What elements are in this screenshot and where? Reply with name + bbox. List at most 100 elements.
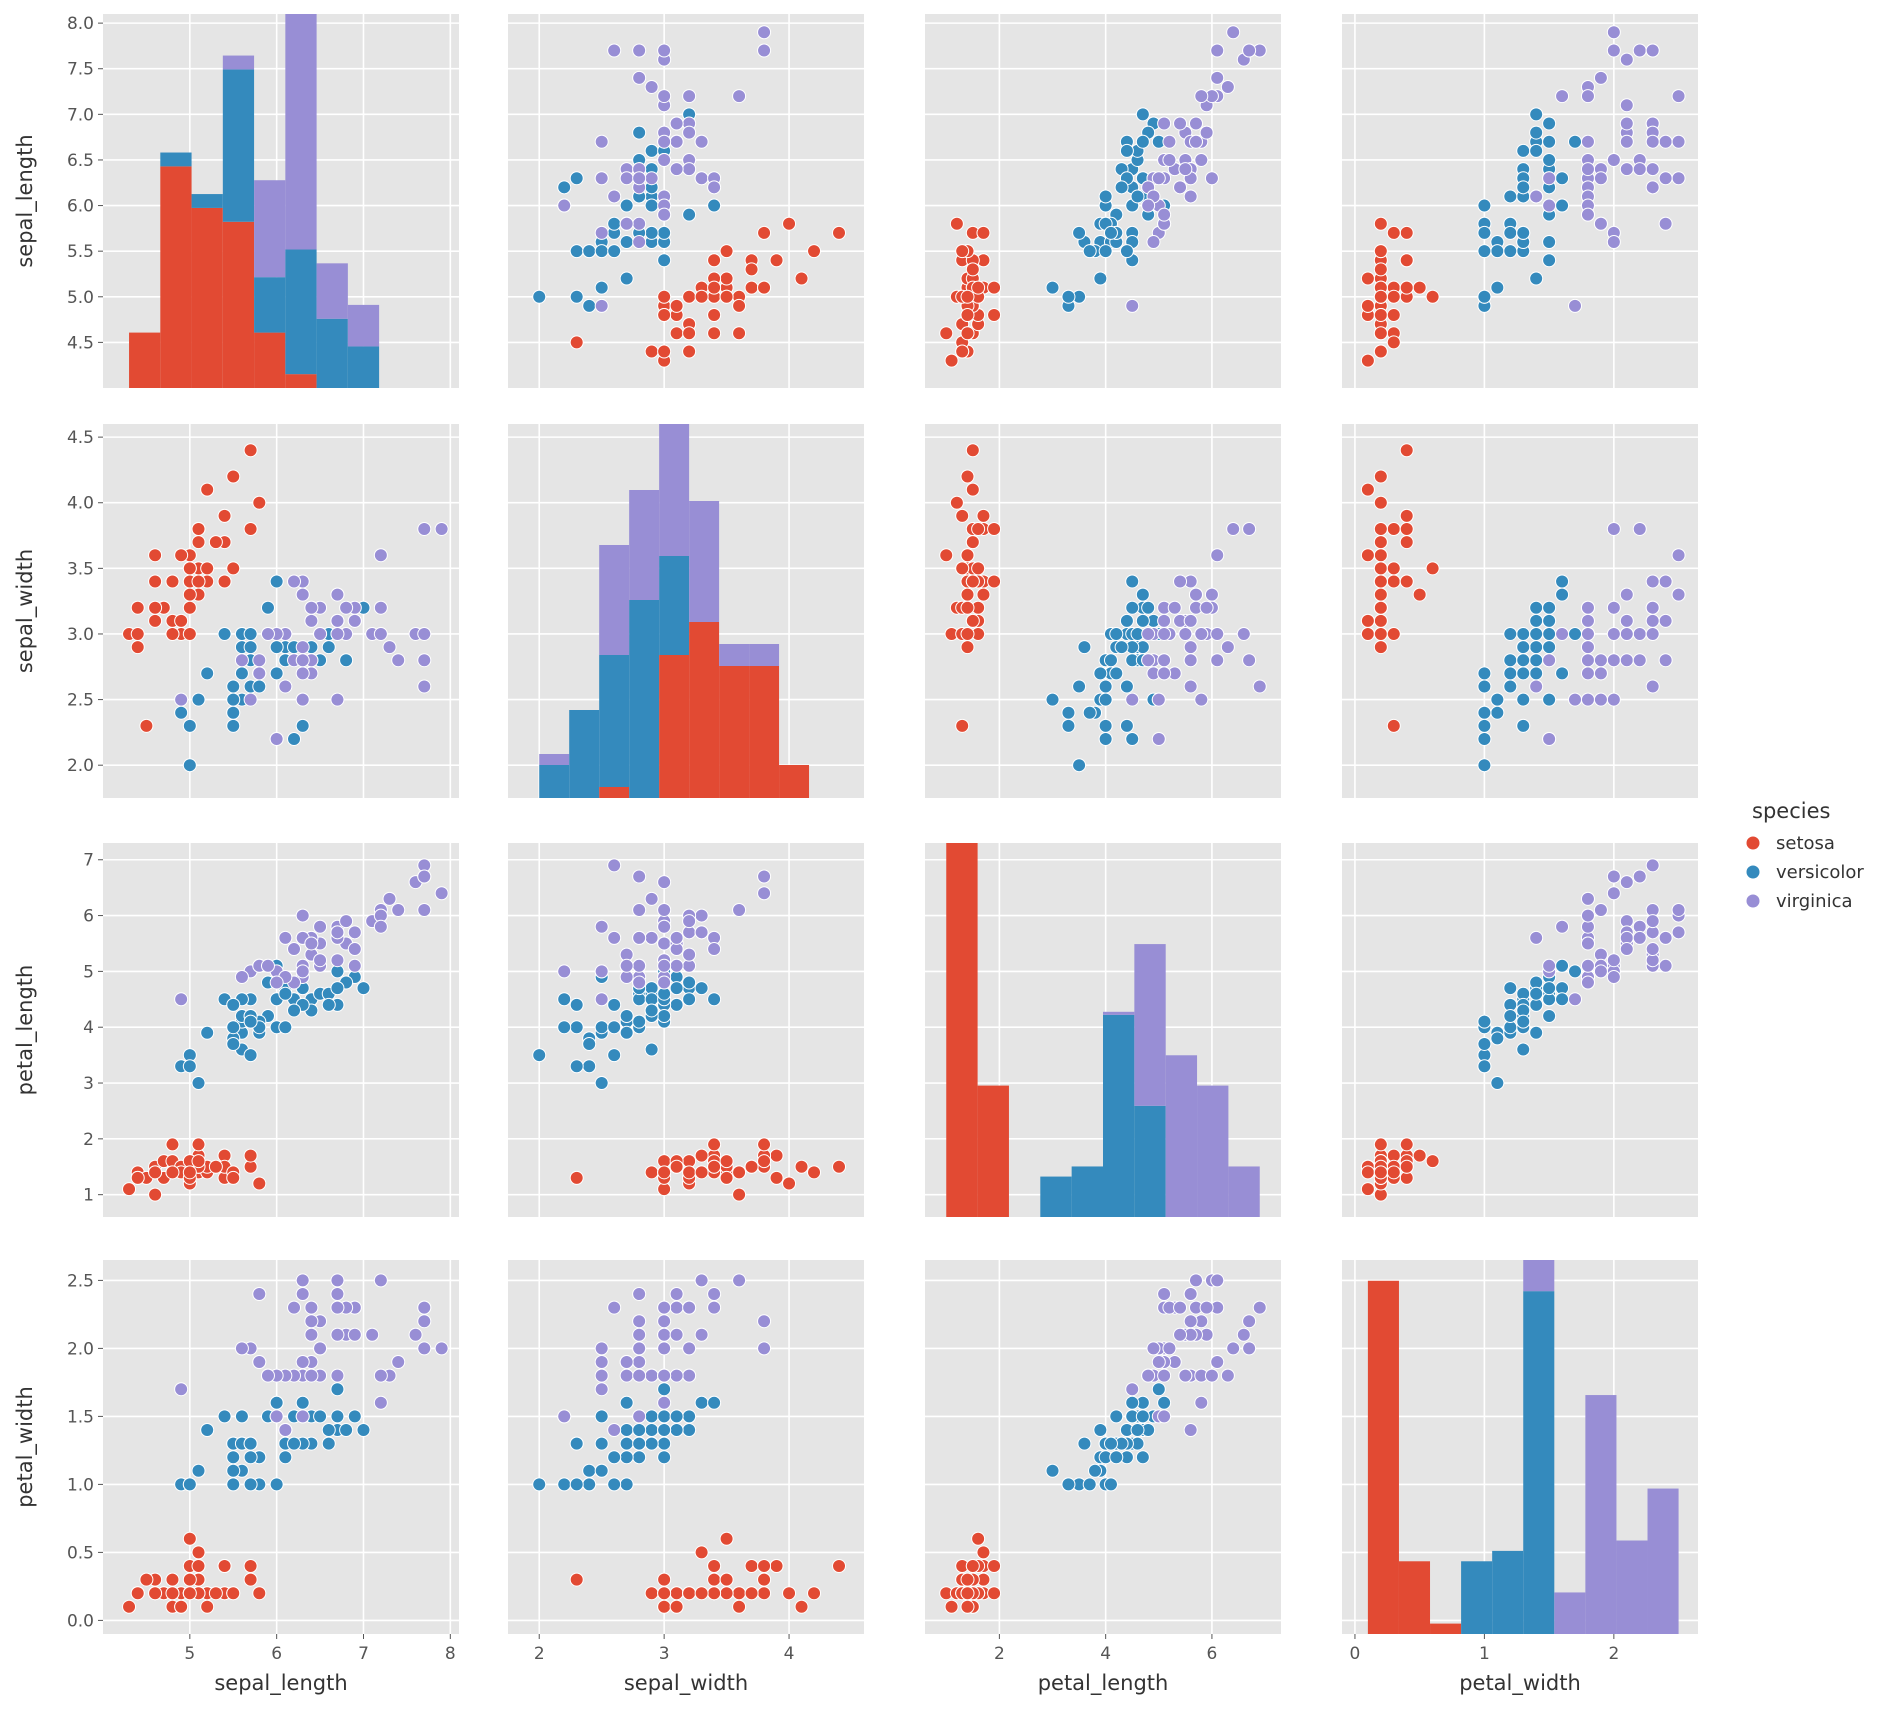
scatter-point-setosa xyxy=(694,1586,709,1601)
scatter-point-virginica xyxy=(1542,958,1557,973)
scatter-point-virginica xyxy=(287,942,302,957)
scatter-point-virginica xyxy=(1542,653,1557,668)
xlabel-sepal_width: sepal_width xyxy=(624,1671,748,1696)
scatter-point-versicolor xyxy=(694,981,709,996)
scatter-point-setosa xyxy=(719,1531,734,1546)
scatter-point-setosa xyxy=(1373,495,1388,510)
xtick-label: 7 xyxy=(358,1644,369,1664)
scatter-point-setosa xyxy=(217,508,232,523)
scatter-point-versicolor xyxy=(1542,152,1557,167)
scatter-point-virginica xyxy=(1210,653,1225,668)
scatter-point-setosa xyxy=(757,1572,772,1587)
scatter-point-virginica xyxy=(757,869,772,884)
scatter-point-setosa xyxy=(971,280,986,295)
scatter-point-virginica xyxy=(644,891,659,906)
scatter-point-setosa xyxy=(644,1165,659,1180)
scatter-point-setosa xyxy=(569,1572,584,1587)
scatter-point-setosa xyxy=(949,495,964,510)
scatter-point-virginica xyxy=(1645,43,1660,58)
scatter-point-versicolor xyxy=(1490,1031,1505,1046)
scatter-point-setosa xyxy=(732,1599,747,1614)
scatter-point-virginica xyxy=(260,626,275,641)
scatter-point-virginica xyxy=(657,43,672,58)
scatter-point-versicolor xyxy=(182,718,197,733)
scatter-point-virginica xyxy=(1580,975,1595,990)
scatter-point-virginica xyxy=(632,975,647,990)
scatter-point-virginica xyxy=(1645,600,1660,615)
panel-petal_width-vs-petal_width xyxy=(1342,1260,1698,1634)
scatter-point-virginica xyxy=(757,43,772,58)
scatter-point-versicolor xyxy=(1529,613,1544,628)
scatter-point-versicolor xyxy=(347,1409,362,1424)
ytick-label: 3.0 xyxy=(67,625,94,645)
xtick-label: 1 xyxy=(1479,1644,1490,1664)
scatter-point-setosa xyxy=(217,1559,232,1573)
scatter-point-versicolor xyxy=(278,986,293,1001)
scatter-point-virginica xyxy=(1606,969,1621,984)
scatter-point-virginica xyxy=(1151,1355,1166,1369)
scatter-point-setosa xyxy=(165,1586,180,1601)
scatter-point-versicolor xyxy=(1077,1436,1092,1451)
scatter-point-setosa xyxy=(807,244,822,259)
scatter-point-virginica xyxy=(607,858,622,873)
scatter-point-virginica xyxy=(1178,626,1193,641)
scatter-point-virginica xyxy=(1242,43,1257,58)
scatter-point-virginica xyxy=(632,1327,647,1342)
scatter-point-virginica xyxy=(417,869,432,884)
scatter-point-versicolor xyxy=(557,1020,572,1035)
scatter-point-versicolor xyxy=(1477,718,1492,733)
scatter-point-setosa xyxy=(971,521,986,536)
scatter-point-versicolor xyxy=(1555,574,1570,589)
scatter-point-virginica xyxy=(330,1368,345,1383)
scatter-point-setosa xyxy=(669,1599,684,1614)
scatter-point-setosa xyxy=(243,1148,258,1163)
scatter-point-versicolor xyxy=(1490,692,1505,707)
scatter-point-virginica xyxy=(1173,1300,1188,1315)
scatter-point-setosa xyxy=(960,1572,975,1587)
scatter-point-setosa xyxy=(1373,626,1388,641)
scatter-point-versicolor xyxy=(582,1059,597,1074)
scatter-point-virginica xyxy=(607,43,622,58)
scatter-point-virginica xyxy=(1204,587,1219,602)
scatter-point-versicolor xyxy=(1503,679,1518,694)
scatter-point-virginica xyxy=(1529,930,1544,945)
scatter-point-virginica xyxy=(1252,679,1267,694)
scatter-point-versicolor xyxy=(226,679,241,694)
scatter-point-virginica xyxy=(657,936,672,951)
scatter-point-versicolor xyxy=(594,244,609,259)
scatter-point-versicolor xyxy=(1529,626,1544,641)
ytick-label: 7.0 xyxy=(67,105,94,125)
scatter-point-setosa xyxy=(1412,280,1427,295)
scatter-point-versicolor xyxy=(1103,1477,1118,1492)
scatter-point-versicolor xyxy=(321,1423,336,1437)
scatter-point-versicolor xyxy=(260,600,275,615)
scatter-point-virginica xyxy=(1183,1423,1198,1437)
scatter-point-virginica xyxy=(1220,640,1235,655)
scatter-point-virginica xyxy=(174,992,189,1007)
scatter-point-setosa xyxy=(719,1170,734,1185)
scatter-point-versicolor xyxy=(200,1423,215,1437)
scatter-point-virginica xyxy=(252,1287,267,1301)
scatter-point-virginica xyxy=(347,1327,362,1342)
hist-bar-setosa xyxy=(1398,1561,1431,1634)
scatter-point-virginica xyxy=(632,1355,647,1369)
scatter-point-versicolor xyxy=(657,1423,672,1437)
scatter-point-setosa xyxy=(182,1572,197,1587)
scatter-point-virginica xyxy=(1194,626,1209,641)
scatter-point-versicolor xyxy=(1135,613,1150,628)
scatter-point-versicolor xyxy=(243,1436,258,1451)
ytick-label: 6 xyxy=(83,907,94,927)
hist-bar-versicolor xyxy=(316,318,348,388)
scatter-point-setosa xyxy=(243,443,258,458)
scatter-point-virginica xyxy=(1619,613,1634,628)
scatter-point-setosa xyxy=(1373,600,1388,615)
scatter-point-versicolor xyxy=(594,1409,609,1424)
scatter-point-versicolor xyxy=(330,981,345,996)
hist-bar-versicolor xyxy=(599,655,630,787)
scatter-point-setosa xyxy=(1399,225,1414,240)
scatter-point-virginica xyxy=(657,919,672,934)
scatter-point-setosa xyxy=(252,1586,267,1601)
scatter-point-setosa xyxy=(732,326,747,341)
scatter-point-setosa xyxy=(965,1559,980,1573)
scatter-point-versicolor xyxy=(1082,244,1097,259)
